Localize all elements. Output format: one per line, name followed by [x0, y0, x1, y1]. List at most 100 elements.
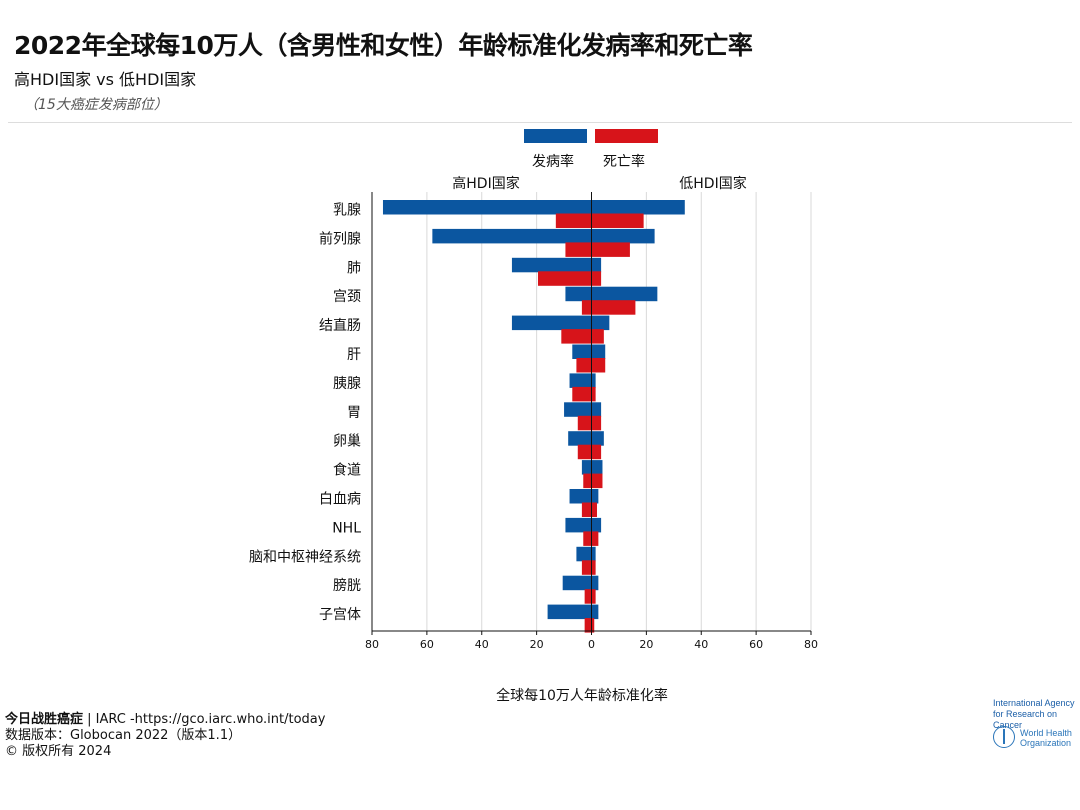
bar-mortality-low-hdi: [591, 589, 596, 604]
bar-mortality-high-hdi: [583, 531, 592, 546]
bar-incidence-low-hdi: [591, 402, 602, 417]
category-label: 胃: [347, 405, 361, 421]
bar-incidence-high-hdi: [569, 489, 592, 504]
category-label: 宫颈: [333, 289, 361, 305]
legend-label-mortality: 死亡率: [603, 153, 645, 170]
x-tick-label: 40: [694, 638, 708, 651]
who-logo-line2: Organization: [1020, 738, 1072, 748]
page-subtitle: 高HDI国家 vs 低HDI国家: [14, 70, 197, 89]
x-tick-label: 80: [365, 638, 379, 651]
iarc-logo-line2: for Research on Cancer: [993, 709, 1058, 730]
footer-brand: 今日战胜癌症: [5, 712, 84, 727]
bar-mortality-low-hdi: [591, 271, 602, 286]
bar-incidence-high-hdi: [565, 286, 592, 302]
bar-incidence-low-hdi: [591, 228, 655, 244]
bar-incidence-high-hdi: [564, 402, 592, 417]
footer-data-version: 数据版本：Globocan 2022（版本1.1）: [5, 728, 242, 743]
x-tick-label: 80: [804, 638, 818, 651]
bar-mortality-low-hdi: [591, 560, 596, 575]
bar-mortality-high-hdi: [584, 589, 592, 604]
category-label: 乳腺: [333, 203, 361, 219]
legend-swatch-incidence: [524, 129, 587, 143]
category-label: 肺: [347, 260, 361, 276]
bar-mortality-low-hdi: [591, 213, 644, 228]
bar-mortality-low-hdi: [591, 415, 602, 431]
category-label: 食道: [333, 462, 361, 479]
bar-incidence-low-hdi: [591, 315, 610, 331]
bar-mortality-high-hdi: [581, 300, 592, 315]
category-label: 白血病: [319, 492, 361, 508]
bar-incidence-high-hdi: [581, 460, 592, 475]
bar-mortality-high-hdi: [581, 502, 592, 517]
bar-mortality-low-hdi: [591, 502, 597, 517]
bar-mortality-low-hdi: [591, 300, 636, 315]
who-logo-line1: World Health: [1020, 728, 1072, 738]
bar-incidence-high-hdi: [576, 546, 592, 562]
right-panel-label: 低HDI国家: [679, 175, 746, 192]
bar-mortality-high-hdi: [561, 329, 592, 344]
page-title: 2022年全球每10万人（含男性和女性）年龄标准化发病率和死亡率: [14, 31, 753, 60]
category-label: 胰腺: [333, 376, 361, 392]
bar-mortality-high-hdi: [581, 560, 592, 575]
category-label: NHL: [332, 520, 361, 536]
bar-mortality-high-hdi: [584, 618, 592, 633]
x-tick-label: 60: [749, 638, 763, 651]
bar-incidence-low-hdi: [591, 431, 604, 446]
bar-mortality-low-hdi: [591, 242, 630, 257]
bar-incidence-low-hdi: [591, 200, 685, 215]
bar-incidence-low-hdi: [591, 517, 602, 533]
page-note: （15大癌症发病部位）: [24, 97, 168, 113]
x-tick-label: 20: [639, 638, 653, 651]
footer-copyright: © 版权所有 2024: [5, 744, 112, 759]
bar-mortality-high-hdi: [572, 386, 592, 402]
bar-incidence-high-hdi: [432, 228, 592, 244]
bar-mortality-low-hdi: [591, 444, 602, 460]
category-label: 子宫体: [319, 607, 361, 623]
bar-incidence-high-hdi: [562, 575, 592, 591]
bar-incidence-low-hdi: [591, 546, 596, 562]
category-label: 卵巢: [333, 434, 361, 450]
bar-mortality-low-hdi: [591, 329, 604, 344]
bar-mortality-high-hdi: [577, 415, 592, 431]
x-tick-label: 0: [588, 638, 595, 651]
who-emblem-icon: [993, 726, 1015, 748]
bar-mortality-low-hdi: [591, 618, 595, 633]
bar-mortality-high-hdi: [555, 213, 592, 228]
x-axis-title: 全球每10万人年龄标准化率: [496, 687, 668, 704]
bar-incidence-high-hdi: [511, 315, 592, 331]
category-label: 膀胱: [333, 577, 361, 594]
bar-incidence-high-hdi: [511, 257, 592, 273]
bar-incidence-high-hdi: [565, 517, 592, 533]
bar-incidence-low-hdi: [591, 460, 603, 475]
bar-incidence-low-hdi: [591, 286, 658, 302]
bar-mortality-low-hdi: [591, 473, 603, 489]
x-tick-label: 40: [475, 638, 489, 651]
legend-label-incidence: 发病率: [532, 153, 574, 170]
bar-incidence-high-hdi: [572, 344, 592, 359]
category-label: 脑和中枢神经系统: [249, 549, 361, 565]
bar-incidence-high-hdi: [547, 604, 592, 620]
bar-mortality-low-hdi: [591, 358, 606, 373]
category-label: 前列腺: [319, 230, 361, 247]
header-divider: [8, 122, 1072, 123]
iarc-logo-line1: International Agency: [993, 698, 1075, 708]
iarc-logo: International Agency for Research on Can…: [993, 698, 1075, 731]
bar-mortality-high-hdi: [576, 358, 592, 373]
bar-incidence-low-hdi: [591, 604, 599, 620]
category-label: 结直肠: [319, 317, 361, 334]
x-tick-label: 60: [420, 638, 434, 651]
bar-incidence-low-hdi: [591, 257, 602, 273]
bar-incidence-high-hdi: [569, 373, 592, 388]
bar-mortality-low-hdi: [591, 386, 596, 402]
left-panel-label: 高HDI国家: [452, 175, 519, 192]
bar-incidence-high-hdi: [382, 200, 592, 215]
category-label: 肝: [347, 347, 361, 363]
bar-mortality-high-hdi: [537, 271, 592, 286]
bar-incidence-high-hdi: [568, 431, 592, 446]
bar-mortality-high-hdi: [565, 242, 592, 257]
bar-mortality-high-hdi: [583, 473, 592, 489]
bar-incidence-low-hdi: [591, 373, 596, 388]
bar-incidence-low-hdi: [591, 344, 606, 359]
bar-mortality-low-hdi: [591, 531, 599, 546]
